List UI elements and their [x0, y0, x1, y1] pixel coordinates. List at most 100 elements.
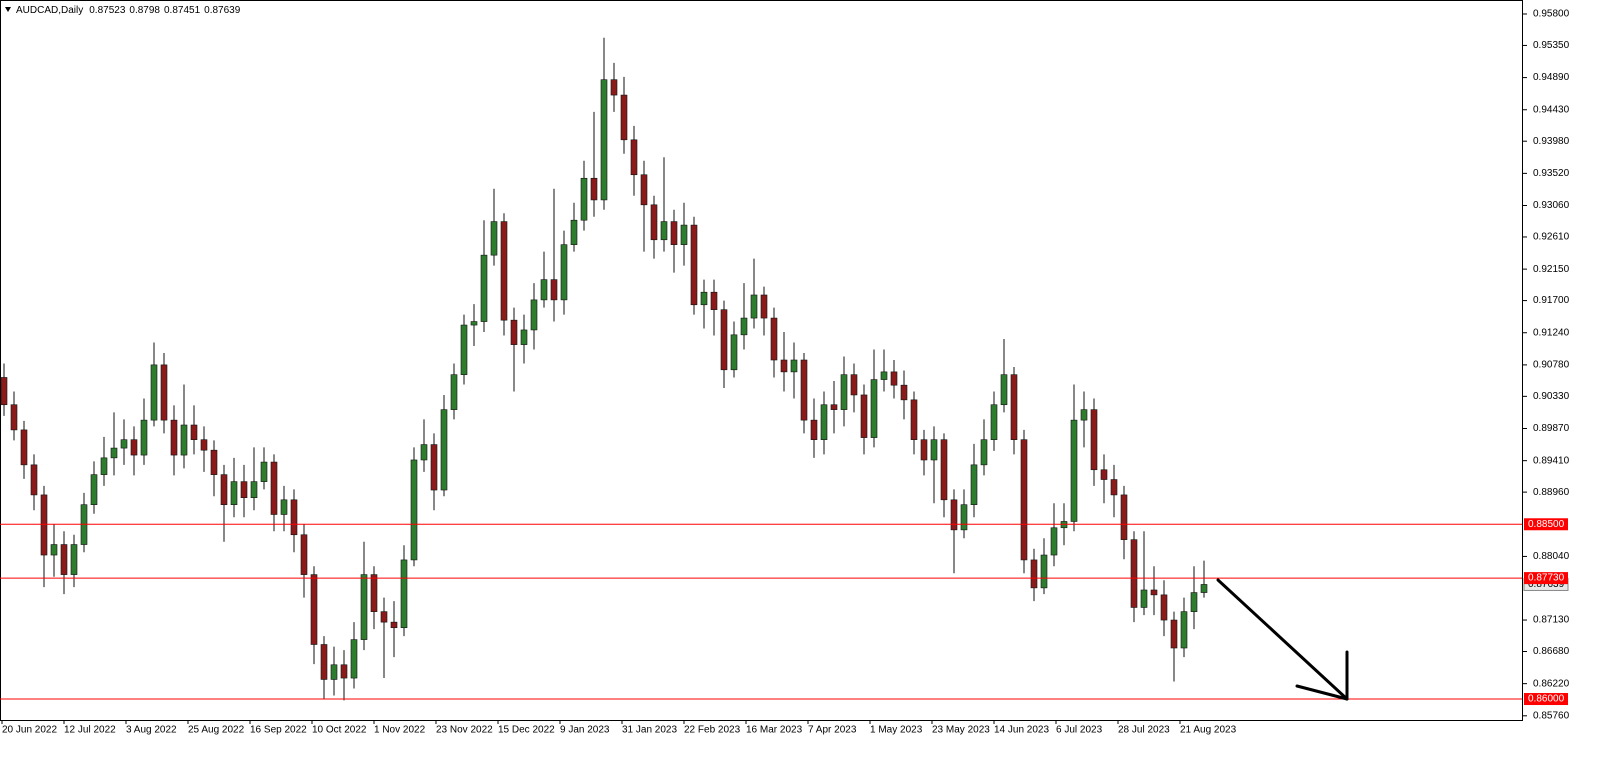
- candle-body: [40, 494, 48, 556]
- candle-body: [840, 374, 848, 410]
- candle-body: [10, 404, 18, 431]
- candle-body: [500, 221, 508, 321]
- candle-body: [340, 664, 348, 679]
- candle-body: [870, 379, 878, 438]
- candle-body: [980, 439, 988, 466]
- candle-body: [520, 329, 528, 345]
- candle-body: [820, 404, 828, 440]
- y-tick-label: 0.86680: [1533, 646, 1570, 657]
- y-tick-label: 0.86220: [1533, 678, 1570, 689]
- candle-body: [1120, 494, 1128, 540]
- x-tick-label: 16 Sep 2022: [250, 725, 307, 736]
- candle-body: [1020, 439, 1028, 561]
- candle-body: [530, 299, 538, 331]
- candle-body: [510, 319, 518, 345]
- x-tick-label: 3 Aug 2022: [126, 725, 177, 736]
- candle-body: [800, 359, 808, 421]
- y-tick-label: 0.95800: [1533, 9, 1570, 20]
- candle-body: [1010, 374, 1018, 440]
- x-tick-label: 21 Aug 2023: [1180, 725, 1237, 736]
- candle-body: [30, 464, 38, 496]
- candle-body: [690, 224, 698, 306]
- candle-body: [440, 409, 448, 491]
- y-tick-label: 0.89870: [1533, 423, 1570, 434]
- level-label-box: [1524, 572, 1568, 585]
- chart-header: AUDCAD,Daily 0.87523 0.8798 0.87451 0.87639: [16, 5, 241, 16]
- candle-body: [760, 294, 768, 319]
- y-tick-label: 0.93060: [1533, 200, 1570, 211]
- candle-body: [200, 439, 208, 451]
- candle-body: [640, 174, 648, 206]
- candle-body: [810, 419, 818, 440]
- candle-body: [540, 279, 548, 301]
- candle-body: [350, 639, 358, 679]
- candle-body: [300, 534, 308, 575]
- candle-body: [570, 219, 578, 245]
- candle-body: [390, 621, 398, 629]
- candle-body: [120, 439, 128, 449]
- candle-body: [100, 457, 108, 475]
- y-tick-label: 0.91240: [1533, 327, 1570, 338]
- arrow-shaft: [1216, 578, 1349, 701]
- candle-body: [270, 461, 278, 515]
- arrow-head: [1295, 684, 1349, 701]
- candle-body: [380, 611, 388, 623]
- candle-body: [190, 424, 198, 440]
- candle-body: [930, 439, 938, 461]
- candle-body: [180, 424, 188, 456]
- candle-body: [430, 444, 438, 491]
- candle-body: [20, 429, 28, 466]
- candle-body: [660, 221, 668, 241]
- level-label-box: [1524, 693, 1568, 706]
- candle-body: [50, 544, 58, 556]
- level-label: 0.88500: [1528, 519, 1565, 530]
- candle-body: [1080, 409, 1088, 421]
- candle-body: [150, 364, 158, 421]
- x-tick-label: 7 Apr 2023: [808, 725, 857, 736]
- candle-body: [550, 279, 558, 301]
- candle-body: [650, 204, 658, 241]
- y-tick-label: 0.92150: [1533, 264, 1570, 275]
- candle-body: [1160, 594, 1168, 621]
- candle-body: [70, 544, 78, 575]
- close-value: 0.87639: [204, 5, 241, 16]
- candle-body: [900, 384, 908, 401]
- x-tick-label: 9 Jan 2023: [560, 725, 610, 736]
- candle-body: [260, 461, 268, 482]
- y-tick-label: 0.94890: [1533, 72, 1570, 83]
- chart-title: AUDCAD,Daily: [16, 5, 83, 16]
- level-label: 0.86000: [1528, 694, 1565, 705]
- candle-body: [990, 404, 998, 440]
- x-tick-label: 31 Jan 2023: [622, 725, 677, 736]
- candle-body: [450, 374, 458, 410]
- header-arrow: [5, 7, 11, 12]
- candle-body: [780, 359, 788, 373]
- candle-body: [1200, 584, 1208, 593]
- candle-body: [1110, 479, 1118, 496]
- candle-body: [1030, 559, 1038, 589]
- y-tick-label: 0.90330: [1533, 391, 1570, 402]
- x-tick-label: 22 Feb 2023: [684, 725, 741, 736]
- candle-body: [700, 291, 708, 306]
- candle-body: [1170, 619, 1178, 649]
- candle-body: [330, 664, 338, 680]
- candle-body: [320, 644, 328, 680]
- level-label: 0.87730: [1528, 573, 1565, 584]
- candle-body: [210, 449, 218, 475]
- candle-body: [750, 294, 758, 319]
- candle-body: [160, 364, 168, 421]
- candle-body: [230, 481, 238, 505]
- x-tick-label: 6 Jul 2023: [1056, 725, 1103, 736]
- candle-body: [620, 94, 628, 141]
- candle-body: [1140, 589, 1148, 608]
- candle-body: [400, 559, 408, 629]
- candle-body: [920, 439, 928, 461]
- candle-body: [720, 309, 728, 371]
- candle-body: [110, 447, 118, 459]
- open-value: 0.87523: [89, 5, 126, 16]
- annotations: 0.87639 0.88500 0.87730 0.86000: [0, 518, 1569, 706]
- candle-body: [830, 404, 838, 410]
- y-tick-label: 0.94430: [1533, 104, 1570, 115]
- candle-body: [1130, 539, 1138, 608]
- candle-body: [470, 321, 478, 326]
